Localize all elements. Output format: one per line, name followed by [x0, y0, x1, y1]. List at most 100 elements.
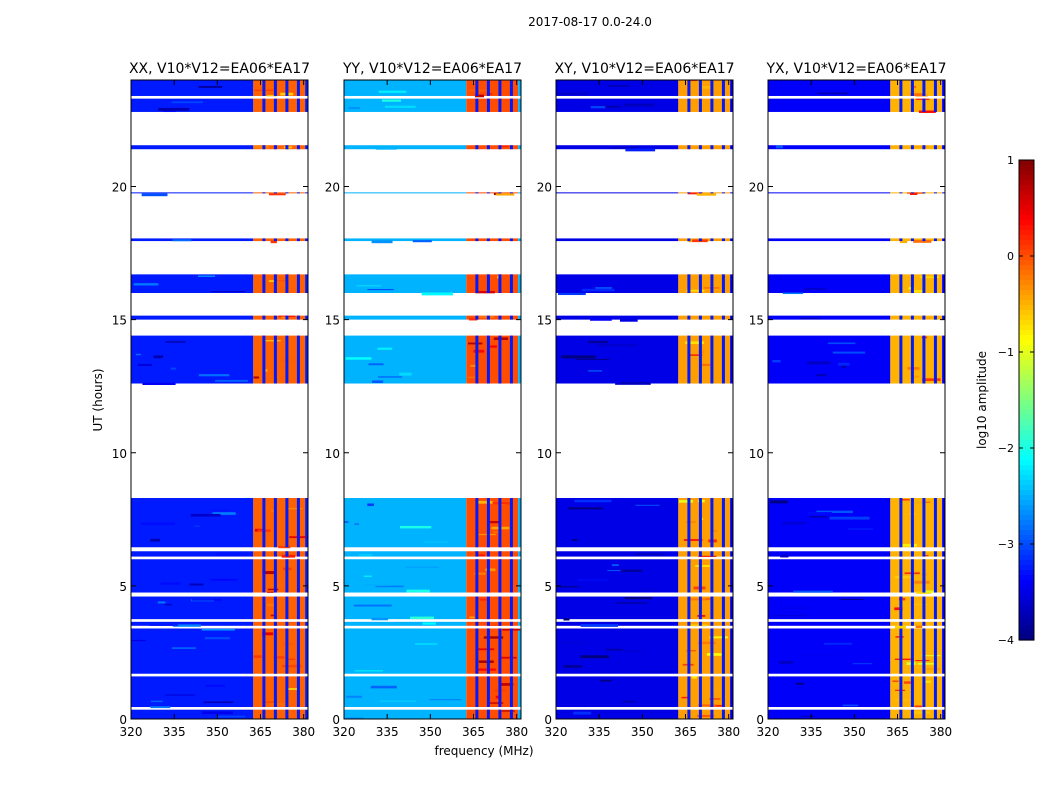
band-stripe — [498, 145, 502, 150]
heatmap-speckle — [262, 571, 276, 575]
heatmap-speckle — [346, 695, 362, 698]
band-stripe — [899, 559, 903, 593]
heatmap-band — [253, 551, 306, 557]
colorbar-segment — [1019, 180, 1034, 186]
heatmap-block — [942, 676, 945, 708]
heatmap-speckle — [253, 376, 260, 379]
heatmap-block — [768, 559, 891, 593]
x-tick-label: 320 — [757, 725, 780, 739]
band-stripe — [933, 551, 937, 557]
heatmap-block — [942, 192, 945, 194]
heatmap-speckle — [563, 618, 570, 621]
heatmap-block — [344, 98, 467, 112]
band-stripe — [922, 709, 926, 719]
heatmap-speckle — [695, 565, 710, 567]
heatmap-speckle — [266, 603, 275, 607]
heatmap-speckle — [892, 680, 899, 682]
heatmap-speckle — [412, 240, 432, 243]
band-stripe — [721, 98, 725, 112]
band-stripe — [262, 315, 266, 320]
heatmap-speckle — [483, 636, 504, 639]
colorbar-segment — [1019, 325, 1034, 331]
heatmap-block — [942, 80, 945, 96]
heatmap-block — [305, 98, 308, 112]
heatmap-block — [344, 238, 467, 242]
band-stripe — [899, 596, 903, 620]
heatmap-speckle — [599, 679, 612, 682]
heatmap-speckle — [634, 553, 664, 555]
heatmap-block — [942, 335, 945, 384]
colorbar-segment — [1019, 415, 1034, 421]
band-stripe — [922, 559, 926, 593]
heatmap-block — [942, 98, 945, 112]
heatmap-band — [466, 145, 519, 150]
band-stripe — [687, 80, 691, 96]
heatmap-speckle — [780, 554, 789, 558]
colorbar-segment — [1019, 200, 1034, 206]
colorbar-segment — [1019, 330, 1034, 336]
heatmap-image-2 — [344, 80, 521, 719]
band-stripe — [509, 559, 513, 593]
heatmap-block — [556, 238, 679, 242]
heatmap-speckle — [688, 80, 698, 82]
heatmap-speckle — [801, 715, 815, 717]
band-stripe — [899, 621, 903, 626]
band-stripe — [285, 559, 289, 593]
band-stripe — [262, 192, 266, 194]
heatmap-speckle — [476, 554, 485, 557]
heatmap-speckle — [270, 703, 286, 706]
colorbar-segment — [1019, 530, 1034, 536]
band-stripe — [475, 628, 479, 674]
band-stripe — [262, 238, 266, 242]
band-stripe — [273, 621, 277, 626]
panel-1: XX, V10*V12=EA06*EA17 320 335 350 365 380 0 5 10… — [112, 61, 315, 739]
x-tick-label: 335 — [163, 725, 186, 739]
heatmap-block — [768, 145, 891, 150]
band-stripe — [486, 498, 490, 548]
band-stripe — [687, 98, 691, 112]
heatmap-block — [730, 98, 733, 112]
band-stripe — [285, 498, 289, 548]
heatmap-speckle — [775, 145, 783, 149]
band-stripe — [475, 498, 479, 548]
heatmap-speckle — [273, 656, 285, 659]
heatmap-block — [518, 559, 521, 593]
colorbar-segment — [1019, 575, 1034, 581]
heatmap-band — [890, 628, 943, 674]
heatmap-speckle — [688, 354, 703, 356]
heatmap-speckle — [574, 499, 612, 503]
heatmap-speckle — [817, 92, 848, 95]
heatmap-speckle — [915, 625, 923, 629]
heatmap-block — [131, 551, 254, 557]
heatmap-speckle — [158, 107, 190, 111]
band-stripe — [933, 559, 937, 593]
heatmap-block — [556, 192, 679, 194]
colorbar-segment — [1019, 255, 1034, 261]
band-stripe — [698, 559, 702, 593]
heatmap-block — [305, 621, 308, 626]
heatmap-speckle — [478, 660, 494, 663]
band-stripe — [910, 80, 914, 96]
heatmap-speckle — [414, 643, 438, 645]
band-stripe — [285, 709, 289, 719]
heatmap-speckle — [894, 378, 903, 382]
heatmap-block — [131, 628, 254, 674]
band-stripe — [273, 559, 277, 593]
heatmap-block — [768, 596, 891, 620]
colorbar-segment — [1019, 580, 1034, 586]
heatmap-speckle — [848, 528, 874, 530]
band-stripe — [273, 192, 277, 194]
heatmap-block — [518, 315, 521, 320]
heatmap-speckle — [571, 539, 578, 541]
heatmap-speckle — [711, 688, 723, 691]
heatmap-speckle — [683, 539, 703, 541]
heatmap-speckle — [165, 694, 195, 696]
heatmap-band — [678, 596, 731, 620]
colorbar-segment — [1019, 590, 1034, 596]
y-tick-label: 20 — [749, 181, 764, 195]
heatmap-speckle — [635, 504, 660, 506]
colorbar-segment — [1019, 280, 1034, 286]
heatmap-speckle — [916, 591, 932, 594]
colorbar-segment — [1019, 440, 1034, 446]
heatmap-block — [518, 498, 521, 548]
